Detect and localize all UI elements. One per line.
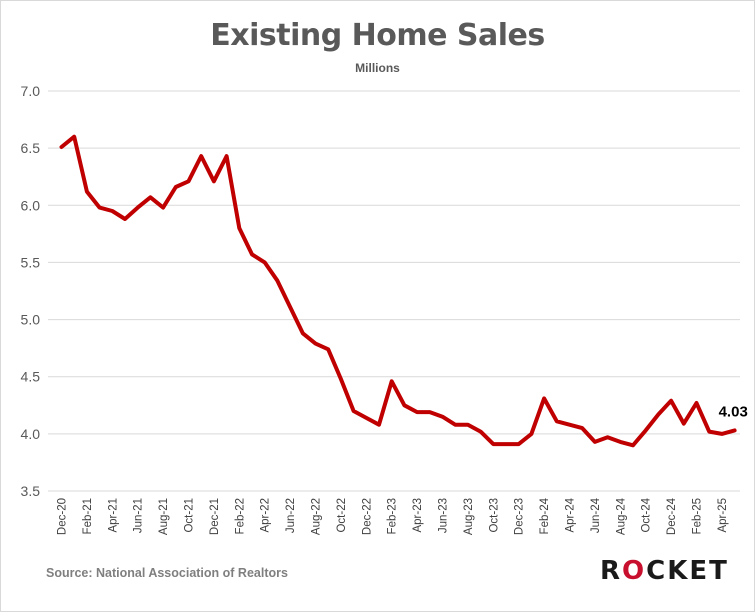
x-tick-label: Dec-22 xyxy=(361,498,373,535)
data-label-last: 4.03 xyxy=(719,403,748,420)
y-tick-labels: 3.5 4.0 4.5 5.0 5.5 6.0 6.5 7.0 xyxy=(21,83,41,499)
series-line xyxy=(59,134,737,448)
y-tick-label: 3.5 xyxy=(21,483,41,499)
y-tick-label: 5.0 xyxy=(21,312,41,328)
y-tick-label: 4.0 xyxy=(21,426,41,442)
x-tick-label: Oct-23 xyxy=(488,498,500,533)
x-tick-label: Dec-21 xyxy=(209,498,221,535)
rocket-logo: ROCKET xyxy=(600,556,729,586)
chart-subtitle: Millions xyxy=(355,61,400,75)
x-tick-label: Dec-24 xyxy=(666,497,678,535)
y-tick-label: 4.5 xyxy=(21,369,41,385)
x-tick-label: Feb-25 xyxy=(692,498,704,534)
x-tick-label: Feb-22 xyxy=(234,498,246,534)
x-tick-label: Dec-23 xyxy=(514,498,526,535)
x-tick-label: Apr-22 xyxy=(260,498,272,533)
x-tick-label: Feb-24 xyxy=(539,497,551,534)
x-tick-label: Oct-24 xyxy=(641,497,653,532)
annotation-group: 4.03 xyxy=(719,403,748,420)
x-tick-label: Apr-23 xyxy=(412,498,424,533)
x-tick-label: Oct-22 xyxy=(336,498,348,533)
grid-lines xyxy=(48,90,740,492)
x-tick-label: Jun-23 xyxy=(438,498,450,533)
y-tick-label: 7.0 xyxy=(21,83,41,99)
source-note: Source: National Association of Realtors xyxy=(46,566,288,580)
x-tick-label: Feb-21 xyxy=(82,498,94,534)
x-tick-label: Aug-24 xyxy=(615,497,627,535)
x-tick-label: Jun-21 xyxy=(133,498,145,533)
series-group xyxy=(59,134,737,448)
chart-title: Existing Home Sales xyxy=(210,18,545,53)
x-tick-label: Aug-23 xyxy=(463,498,475,535)
logo-part: R xyxy=(600,556,623,586)
y-tick-label: 5.5 xyxy=(21,254,41,270)
x-tick-label: Feb-23 xyxy=(387,498,399,534)
y-tick-label: 6.5 xyxy=(21,140,41,156)
x-tick-labels: Dec-20 Feb-21 Apr-21 Jun-21 Aug-21 Oct-21 Dec-… xyxy=(57,497,729,535)
x-tick-label: Apr-25 xyxy=(717,498,729,533)
x-tick-label: Jun-24 xyxy=(590,497,602,533)
x-tick-label: Dec-20 xyxy=(57,498,69,535)
logo-part: CKET xyxy=(646,556,729,586)
x-tick-label: Oct-21 xyxy=(184,498,196,533)
x-tick-label: Jun-22 xyxy=(285,498,297,533)
x-tick-label: Apr-21 xyxy=(107,498,119,533)
logo-o: O xyxy=(622,556,647,586)
x-tick-label: Apr-24 xyxy=(565,497,577,532)
x-tick-label: Aug-21 xyxy=(158,498,170,535)
x-tick-label: Aug-22 xyxy=(311,498,323,535)
y-tick-label: 6.0 xyxy=(21,197,41,213)
